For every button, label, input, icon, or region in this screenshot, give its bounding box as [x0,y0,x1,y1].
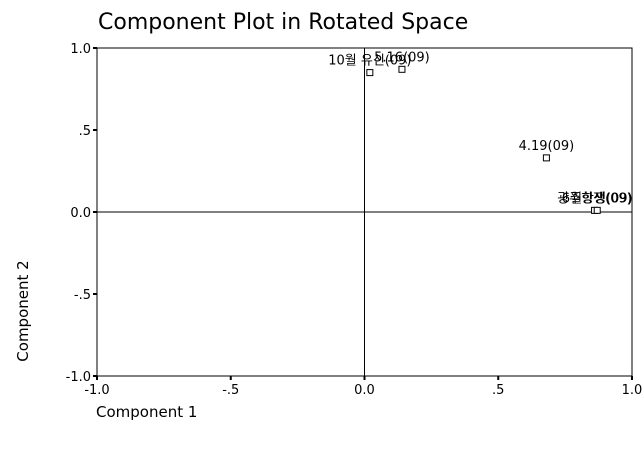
point [398,65,406,73]
x-tick-label: 0.0 [354,383,375,398]
point-label: 5.16(09) [374,50,430,65]
x-tick-label: -.5 [222,383,239,398]
y-tick-label: 1.0 [70,42,91,57]
point-label: 4.19(09) [519,139,575,154]
x-axis-label: Component 1 [96,403,197,421]
x-tick-label: 1.0 [622,383,643,398]
x-tick-label: .5 [492,383,504,398]
point [593,206,601,214]
y-tick-label: -.5 [74,288,91,303]
x-tick-label: -1.0 [84,383,109,398]
point [366,69,374,77]
point [542,154,550,162]
chart-title: Component Plot in Rotated Space [98,10,468,35]
point-label: 10월 유신(09) [328,54,411,69]
y-tick-label: -1.0 [66,370,91,385]
y-tick-label: 0.0 [70,206,91,221]
point-label: 광주항쟁(09) [557,191,632,206]
point-label: 6월항쟁(09) [562,191,633,206]
y-tick-label: .5 [79,124,91,139]
y-axis-label: Component 2 [14,260,32,361]
